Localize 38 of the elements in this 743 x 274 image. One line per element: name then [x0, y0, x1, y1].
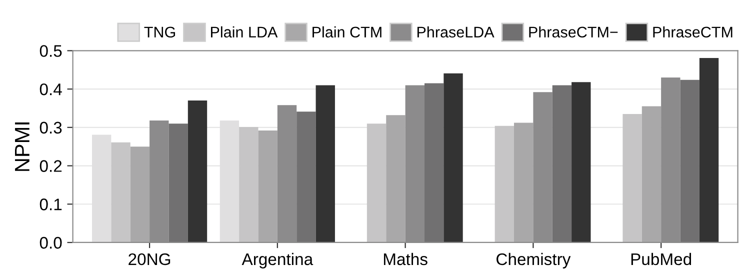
y-tick-label: 0.0 — [40, 236, 62, 249]
bar — [130, 146, 150, 242]
legend-label: Plain LDA — [211, 26, 278, 38]
bar — [552, 85, 572, 242]
x-tick-label: PubMed — [631, 252, 692, 266]
legend-label: PhraseCTM− — [529, 26, 618, 38]
x-tick-label: 20NG — [128, 253, 170, 266]
bar — [258, 130, 278, 242]
bar — [444, 73, 463, 242]
bar — [424, 83, 444, 242]
legend-label: PhraseLDA — [417, 26, 494, 38]
bar — [642, 106, 662, 242]
x-tick-label: Chemistry — [496, 252, 571, 268]
legend-label: PhraseCTM — [653, 26, 732, 38]
bar — [366, 124, 386, 242]
bar — [494, 126, 514, 242]
y-tick-label: 0.5 — [40, 45, 62, 57]
legend-label: TNG — [144, 26, 176, 38]
bar — [168, 124, 188, 242]
bar — [296, 112, 316, 242]
y-tick-label: 0.3 — [40, 122, 62, 134]
bar — [622, 114, 642, 242]
bar — [572, 82, 591, 242]
bar — [386, 115, 406, 242]
bar — [680, 80, 700, 242]
bar — [316, 85, 335, 242]
y-axis-title: NPMI — [15, 122, 30, 171]
y-tick-label: 0.1 — [40, 198, 62, 210]
bar — [239, 127, 258, 242]
y-tick-label: 0.4 — [40, 83, 62, 96]
y-tick-label: 0.2 — [40, 160, 62, 172]
x-tick-label: Maths — [384, 252, 428, 266]
bar — [699, 58, 719, 242]
bar — [111, 142, 130, 242]
x-tick-label: Argentina — [242, 252, 314, 268]
legend-label: Plain CTM — [312, 26, 382, 38]
bar — [514, 122, 534, 242]
bar — [188, 100, 208, 242]
